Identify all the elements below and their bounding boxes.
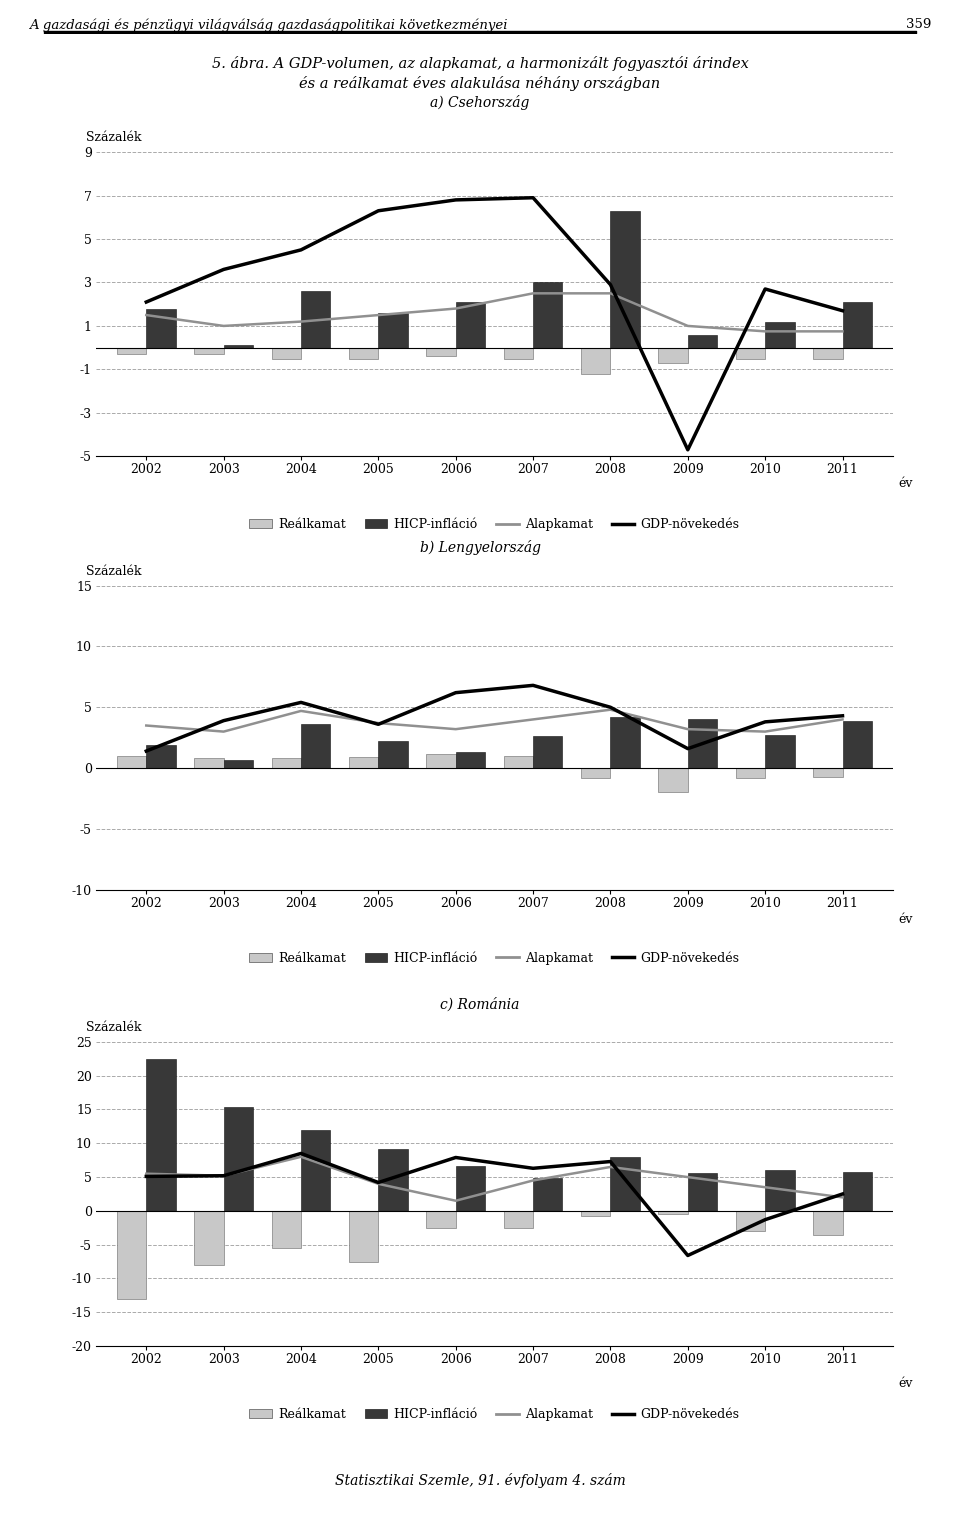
Bar <box>504 756 533 768</box>
Legend: Reálkamat, HICP-infláció, Alapkamat, GDP-növekedés: Reálkamat, HICP-infláció, Alapkamat, GDP… <box>244 1402 745 1427</box>
Bar <box>378 741 408 768</box>
Bar <box>813 348 843 359</box>
Bar <box>581 768 611 777</box>
Bar <box>687 719 717 768</box>
Text: 5. ábra. A GDP-volumen, az alapkamat, a harmonizált fogyasztói árindex: 5. ábra. A GDP-volumen, az alapkamat, a … <box>211 56 749 71</box>
Bar <box>426 1211 456 1227</box>
Bar <box>813 768 843 777</box>
Bar <box>533 1177 563 1211</box>
Bar <box>426 753 456 768</box>
Bar <box>843 1171 872 1211</box>
Text: és a reálkamat éves alakulása néhány országban: és a reálkamat éves alakulása néhány ors… <box>300 76 660 91</box>
Bar <box>533 283 563 348</box>
Bar <box>194 348 224 354</box>
Bar <box>813 1211 843 1235</box>
Bar <box>117 348 146 354</box>
Bar <box>611 1157 639 1211</box>
Bar <box>224 345 253 348</box>
Text: Statisztikai Szemle, 91. évfolyam 4. szám: Statisztikai Szemle, 91. évfolyam 4. szá… <box>335 1472 625 1488</box>
Bar <box>659 348 687 364</box>
Legend: Reálkamat, HICP-infláció, Alapkamat, GDP-növekedés: Reálkamat, HICP-infláció, Alapkamat, GDP… <box>244 946 745 970</box>
Text: év: év <box>899 478 913 490</box>
Bar <box>659 768 687 792</box>
Text: a) Csehország: a) Csehország <box>430 94 530 110</box>
Bar <box>504 1211 533 1227</box>
Bar <box>659 1211 687 1214</box>
Bar <box>272 759 301 768</box>
Bar <box>504 348 533 359</box>
Bar <box>349 757 378 768</box>
Text: b) Lengyelország: b) Lengyelország <box>420 540 540 555</box>
Text: Százalék: Százalék <box>86 131 142 144</box>
Bar <box>301 1130 330 1211</box>
Text: Százalék: Százalék <box>86 564 142 578</box>
Bar <box>224 759 253 768</box>
Bar <box>456 753 485 768</box>
Bar <box>456 303 485 348</box>
Bar <box>272 1211 301 1249</box>
Text: év: év <box>899 913 913 926</box>
Bar <box>378 1150 408 1211</box>
Bar <box>146 1059 176 1211</box>
Text: A gazdasági és pénzügyi világválság gazdaságpolitikai következményei: A gazdasági és pénzügyi világválság gazd… <box>29 18 507 32</box>
Bar <box>117 1211 146 1299</box>
Bar <box>687 335 717 348</box>
Text: év: év <box>899 1377 913 1390</box>
Bar <box>581 1211 611 1217</box>
Bar <box>194 759 224 768</box>
Bar <box>611 716 639 768</box>
Bar <box>765 1170 795 1211</box>
Text: Százalék: Százalék <box>86 1021 142 1034</box>
Bar <box>146 309 176 348</box>
Bar <box>301 291 330 348</box>
Text: c) Románia: c) Románia <box>441 998 519 1011</box>
Bar <box>146 745 176 768</box>
Bar <box>272 348 301 359</box>
Bar <box>301 724 330 768</box>
Bar <box>224 1107 253 1211</box>
Bar <box>765 321 795 348</box>
Bar <box>735 348 765 359</box>
Bar <box>611 211 639 348</box>
Bar <box>349 1211 378 1261</box>
Bar <box>533 736 563 768</box>
Bar <box>843 721 872 768</box>
Bar <box>349 348 378 359</box>
Text: 359: 359 <box>906 18 931 32</box>
Bar <box>765 735 795 768</box>
Bar <box>843 303 872 348</box>
Bar <box>687 1173 717 1211</box>
Bar <box>456 1167 485 1211</box>
Bar <box>378 313 408 348</box>
Legend: Reálkamat, HICP-infláció, Alapkamat, GDP-növekedés: Reálkamat, HICP-infláció, Alapkamat, GDP… <box>244 513 745 537</box>
Bar <box>735 768 765 777</box>
Bar <box>426 348 456 356</box>
Bar <box>735 1211 765 1230</box>
Bar <box>194 1211 224 1265</box>
Bar <box>117 756 146 768</box>
Bar <box>581 348 611 374</box>
